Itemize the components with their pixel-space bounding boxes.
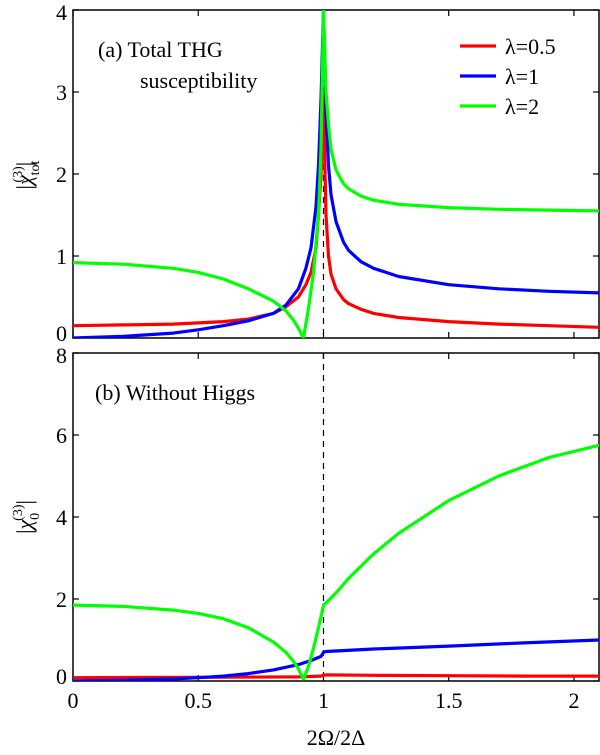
panel-b-ytick-label-0: 0 <box>56 664 67 689</box>
panel-b-ylabel: |χ0(3)| <box>11 500 43 534</box>
panel-a-title-line2: susceptibility <box>140 68 257 93</box>
panel-a-ytick-label-2: 2 <box>56 162 67 187</box>
legend-label-lambda-0.5: λ=0.5 <box>505 34 556 59</box>
panel-a-ytick-label-4: 4 <box>56 0 67 25</box>
panel-a-series-λ=1 <box>73 10 599 338</box>
legend-label-lambda-1: λ=1 <box>505 64 539 89</box>
panel-a-title-line1: (a) Total THG <box>98 37 223 62</box>
panel-b-xtick-label-4: 2 <box>568 688 579 713</box>
panel-a: 0 1 2 3 4 (a) Total THG susceptibility λ=0.5… <box>11 0 600 346</box>
panel-b-series <box>73 443 599 681</box>
panel-b-series-λ=2 <box>73 443 599 681</box>
panel-a-series-λ=2 <box>73 10 599 338</box>
panel-a-ticks: 0 1 2 3 4 <box>56 0 599 346</box>
panel-a-ytick-label-0: 0 <box>56 321 67 346</box>
legend: λ=0.5 λ=1 λ=2 <box>460 34 556 119</box>
panel-b-ytick-label-1: 2 <box>56 587 67 612</box>
x-axis-title: 2Ω/2Δ <box>307 725 366 750</box>
panel-b-xtick-label-0: 0 <box>68 688 79 713</box>
panel-b-xtick-label-3: 1.5 <box>435 688 463 713</box>
panel-a-ytick-label-1: 1 <box>56 244 67 269</box>
panel-b-ytick-label-2: 4 <box>56 505 67 530</box>
panel-b-ticks: 0 0.5 1 1.5 2 0 2 4 6 8 <box>56 343 599 713</box>
panel-b-series-λ=1 <box>73 638 599 681</box>
panel-a-ylabel: |χtot(3)| <box>11 160 43 189</box>
panel-b-ytick-label-4: 8 <box>56 343 67 368</box>
panel-b: 0 0.5 1 1.5 2 0 2 4 6 8 (b) Without Higgs |χ0(3)| <box>11 343 600 713</box>
panel-b-ytick-label-3: 6 <box>56 423 67 448</box>
panel-b-title: (b) Without Higgs <box>95 380 255 405</box>
panel-b-series-λ=0.5 <box>73 673 599 680</box>
panel-a-ytick-label-3: 3 <box>56 80 67 105</box>
legend-label-lambda-2: λ=2 <box>505 94 539 119</box>
panel-a-series <box>73 10 599 338</box>
panel-b-xtick-label-1: 0.5 <box>184 688 212 713</box>
panel-b-xtick-label-2: 1 <box>318 688 329 713</box>
